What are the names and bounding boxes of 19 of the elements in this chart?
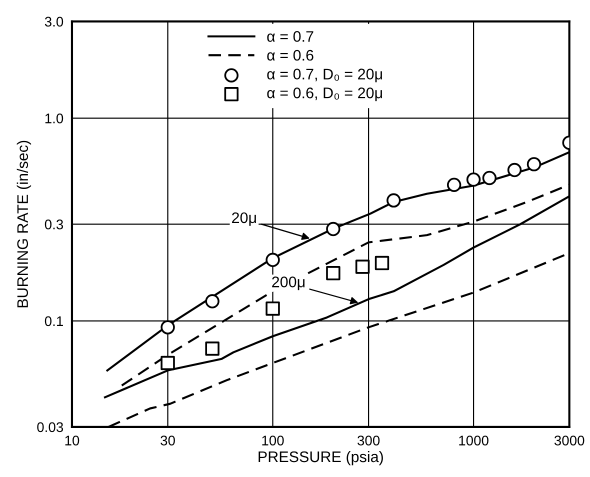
- y-axis-title: BURNING RATE (in/sec): [16, 140, 32, 308]
- y-tick-label: 0.3: [44, 220, 64, 230]
- x-tick-label: 10: [65, 436, 80, 446]
- legend-label: α = 0.7, D₀ = 20μ: [267, 68, 382, 82]
- legend-label: α = 0.6: [267, 50, 314, 61]
- x-tick-label: 1000: [459, 436, 488, 446]
- legend-label: α = 0.7: [267, 31, 314, 42]
- y-tick-label: 1.0: [45, 114, 64, 124]
- legend-label: α = 0.6, D₀ = 20μ: [267, 88, 382, 102]
- y-tick-label: 3.0: [44, 16, 64, 27]
- x-tick-label: 300: [358, 436, 380, 446]
- x-axis-title: PRESSURE (psia): [258, 450, 383, 466]
- annotation: 20μ: [232, 212, 256, 226]
- annotation: 200μ: [272, 276, 305, 290]
- x-tick-label: 100: [262, 436, 284, 446]
- y-tick-label: 0.1: [44, 316, 63, 326]
- x-tick-label: 3000: [554, 436, 584, 446]
- y-tick-label: 0.03: [37, 422, 64, 432]
- x-tick-label: 30: [160, 436, 175, 446]
